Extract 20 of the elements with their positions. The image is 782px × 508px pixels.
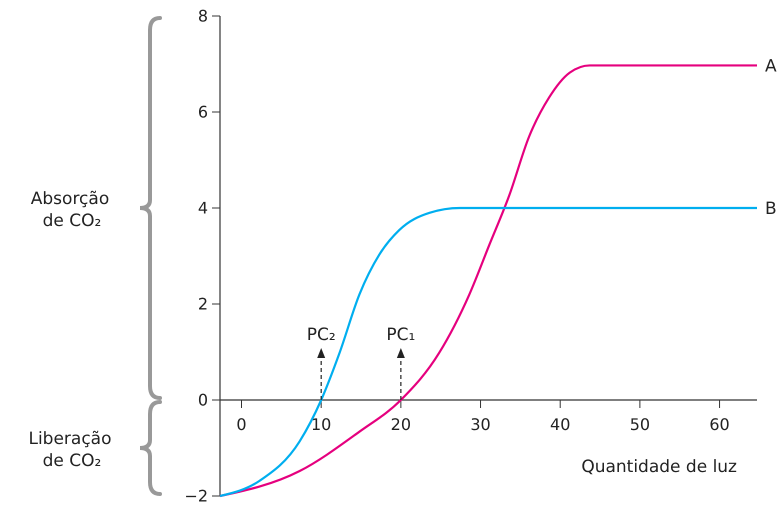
y-tick-label: 8 (198, 6, 208, 26)
x-tick-label: 30 (470, 415, 491, 434)
x-tick-label: 20 (390, 415, 412, 434)
x-axis-title: Quantidade de luz (581, 457, 738, 477)
y-tick-label: −2 (184, 486, 208, 506)
x-tick-label: 60 (709, 415, 730, 434)
text: Absorção de CO₂ (30, 189, 110, 232)
x-tick-label: 10 (311, 415, 332, 434)
y-tick-label: 6 (198, 102, 208, 122)
series-label: A (765, 56, 777, 76)
y-tick-label: 0 (198, 390, 208, 410)
series-label: B (765, 199, 777, 219)
annotation: PC₁ (386, 325, 416, 345)
x-tick-label: 50 (630, 415, 650, 434)
text: Liberação de CO₂ (28, 429, 112, 472)
x-tick-label: 0 (236, 415, 247, 434)
y-tick-label: 2 (198, 294, 208, 314)
x-tick-label: 40 (550, 415, 570, 434)
annotation: PC₂ (306, 325, 336, 345)
y-tick-label: 4 (198, 198, 208, 218)
